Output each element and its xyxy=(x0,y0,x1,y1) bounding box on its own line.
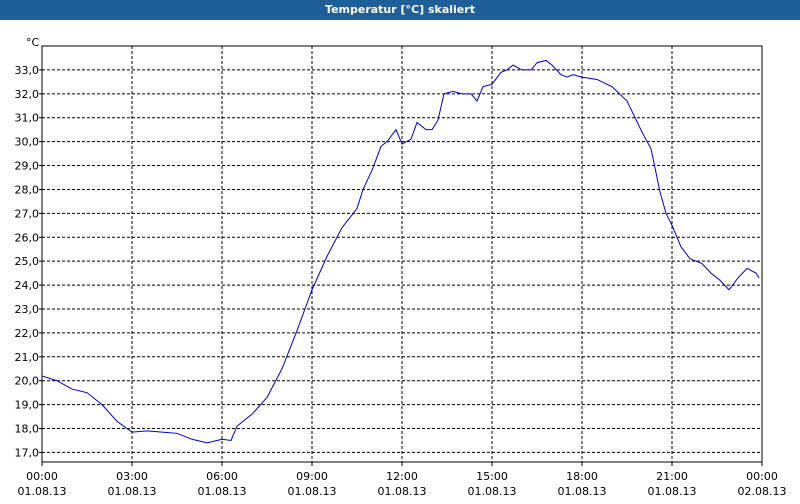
x-tick-date: 01.08.13 xyxy=(198,485,247,498)
x-tick-date: 01.08.13 xyxy=(378,485,427,498)
x-tick-label: 00:00 xyxy=(746,470,778,483)
y-unit: °C xyxy=(26,36,40,49)
x-tick-label: 00:00 xyxy=(26,470,58,483)
x-tick-date: 01.08.13 xyxy=(288,485,337,498)
y-tick-label: 22,0 xyxy=(15,327,40,340)
y-tick-label: 32,0 xyxy=(15,88,40,101)
line-series xyxy=(41,59,760,444)
y-tick-label: 26,0 xyxy=(15,231,40,244)
x-tick-date: 01.08.13 xyxy=(558,485,607,498)
y-tick-label: 20,0 xyxy=(15,375,40,388)
x-tick-label: 12:00 xyxy=(386,470,418,483)
y-tick-label: 21,0 xyxy=(15,351,40,364)
title-bar: Temperatur [°C] skaliert xyxy=(0,0,800,20)
y-tick-label: 29,0 xyxy=(15,160,40,173)
y-tick-label: 17,0 xyxy=(15,446,40,459)
x-tick-date: 02.08.13 xyxy=(738,485,787,498)
chart: °C 17,0 18,0 19,0 20,0 21,0 22,0 23,0 24,0 25,0 2… xyxy=(15,36,787,498)
y-tick-label: 24,0 xyxy=(15,279,40,292)
x-tick-date: 01.08.13 xyxy=(18,485,67,498)
x-tick-label: 15:00 xyxy=(476,470,508,483)
y-tick-label: 23,0 xyxy=(15,303,40,316)
x-tick-label: 09:00 xyxy=(296,470,328,483)
y-tick-label: 18,0 xyxy=(15,423,40,436)
x-tick-label: 06:00 xyxy=(206,470,238,483)
y-tick-label: 27,0 xyxy=(15,207,40,220)
x-tick-label: 18:00 xyxy=(566,470,598,483)
x-tick-date: 01.08.13 xyxy=(648,485,697,498)
plot-frame xyxy=(41,45,763,463)
y-tick-label: 19,0 xyxy=(15,399,40,412)
y-tick-label: 31,0 xyxy=(15,112,40,125)
x-tick-label: 21:00 xyxy=(656,470,688,483)
x-tick-label: 03:00 xyxy=(116,470,148,483)
x-tick-date: 01.08.13 xyxy=(468,485,517,498)
y-tick-label: 33,0 xyxy=(15,64,40,77)
y-tick-label: 30,0 xyxy=(15,136,40,149)
y-tick-label: 25,0 xyxy=(15,255,40,268)
x-tick-date: 01.08.13 xyxy=(108,485,157,498)
y-tick-label: 28,0 xyxy=(15,183,40,196)
